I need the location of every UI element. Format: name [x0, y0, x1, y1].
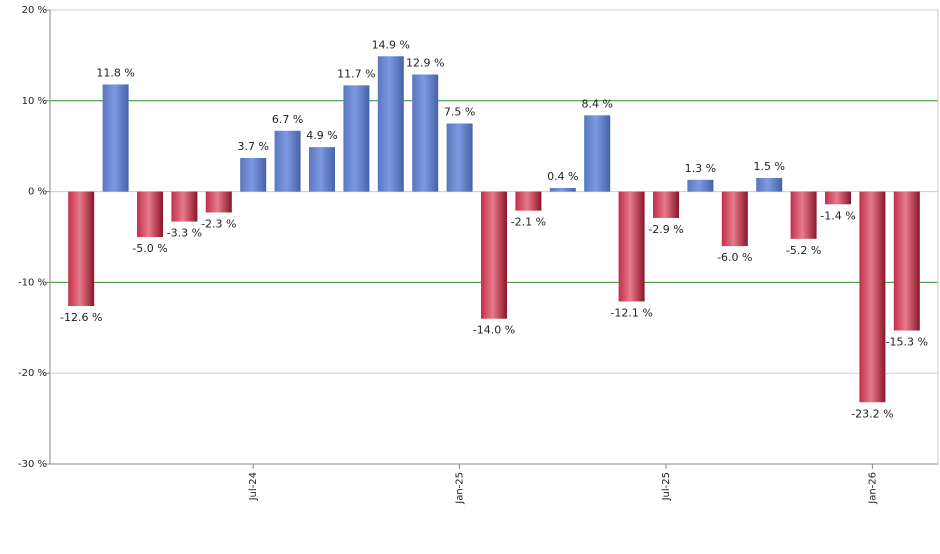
bar — [377, 56, 404, 192]
value-label: 12.9 % — [406, 56, 444, 69]
value-label: 6.7 % — [272, 113, 303, 126]
value-label: -5.0 % — [132, 242, 167, 255]
bar — [515, 191, 542, 211]
bar — [446, 123, 473, 192]
y-tick-label: 10 % — [22, 96, 47, 107]
value-label: 14.9 % — [372, 38, 410, 51]
bar — [68, 191, 95, 307]
bar — [481, 191, 507, 319]
bar — [825, 191, 851, 205]
value-label: 11.7 % — [337, 67, 375, 80]
value-label: -15.3 % — [886, 336, 928, 349]
y-tick-label: 0 % — [28, 187, 47, 198]
value-label: -6.0 % — [717, 251, 752, 264]
value-label: 4.9 % — [306, 129, 337, 142]
bar — [309, 147, 335, 192]
bar — [618, 191, 645, 302]
value-label: -12.1 % — [610, 306, 652, 319]
value-label: -12.6 % — [60, 311, 102, 324]
bar — [893, 191, 920, 331]
bar — [721, 191, 748, 247]
y-tick-label: 20 % — [22, 5, 47, 16]
value-label: -2.3 % — [201, 217, 236, 230]
x-tick-label: Jan-26 — [867, 472, 878, 505]
bar — [859, 191, 886, 403]
bar — [412, 74, 439, 192]
value-label: 1.5 % — [753, 160, 784, 173]
value-label: -23.2 % — [851, 407, 893, 420]
bar — [102, 84, 129, 192]
value-label: -5.2 % — [786, 244, 821, 257]
value-label: -2.9 % — [648, 223, 683, 236]
bar — [205, 191, 232, 213]
value-label: 3.7 % — [237, 140, 268, 153]
bar — [137, 191, 163, 237]
x-tick-label: Jul-25 — [661, 472, 672, 501]
bar — [549, 187, 576, 192]
value-label: -14.0 % — [473, 324, 515, 337]
value-label: 8.4 % — [581, 97, 612, 110]
bar — [240, 158, 267, 192]
x-tick-label: Jul-24 — [248, 472, 259, 501]
bar — [687, 179, 714, 192]
bar — [343, 85, 370, 192]
value-label: -2.1 % — [511, 216, 546, 229]
bar — [171, 191, 198, 222]
value-label: -1.4 % — [820, 209, 855, 222]
bar — [653, 191, 679, 218]
value-label: 11.8 % — [96, 66, 134, 79]
x-tick-label: Jan-25 — [455, 472, 466, 505]
y-tick-label: -10 % — [18, 277, 47, 288]
value-label: 0.4 % — [547, 170, 578, 183]
value-label: -3.3 % — [167, 227, 202, 240]
y-tick-label: -30 % — [18, 459, 47, 470]
bar — [584, 115, 611, 192]
bar — [274, 130, 301, 192]
bar — [756, 177, 783, 192]
value-label: 1.3 % — [685, 162, 716, 175]
bar — [790, 191, 817, 239]
value-label: 7.5 % — [444, 106, 475, 119]
y-tick-label: -20 % — [18, 368, 47, 379]
